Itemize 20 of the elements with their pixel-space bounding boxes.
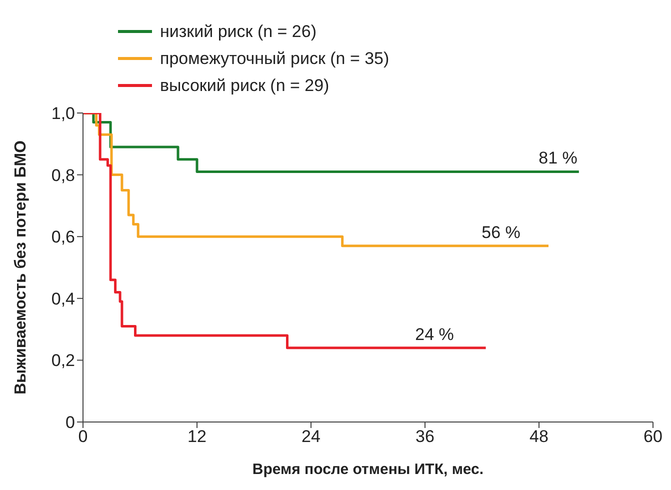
x-tick-label: 60	[644, 427, 662, 446]
y-tick-label: 0,2	[51, 351, 75, 370]
legend-label: высокий риск (n = 29)	[160, 75, 330, 97]
x-tick-label: 36	[416, 427, 434, 446]
annotation: 56 %	[482, 222, 520, 242]
x-axis-title: Время после отмены ИТК, мес.	[252, 461, 484, 478]
legend-label: низкий риск (n = 26)	[160, 21, 317, 43]
x-tick-label: 48	[530, 427, 548, 446]
annotation: 81 %	[538, 148, 578, 168]
x-tick-label: 12	[188, 427, 206, 446]
y-tick-label: 0,6	[51, 228, 75, 247]
y-tick-label: 1,0	[51, 104, 75, 124]
y-tick-label: 0	[66, 413, 75, 432]
x-tick-label: 24	[302, 427, 320, 446]
y-axis-title: Выживаемость без потери БМО	[12, 140, 30, 395]
annotation: 24 %	[415, 324, 454, 344]
y-tick-label: 0,4	[51, 289, 75, 308]
y-tick-label: 0,8	[51, 166, 75, 185]
legend-label: промежуточный риск (n = 35)	[160, 48, 390, 70]
x-tick-label: 0	[78, 427, 88, 446]
